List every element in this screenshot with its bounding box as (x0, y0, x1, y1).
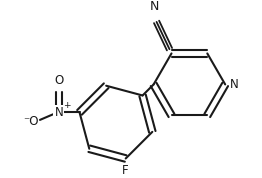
Text: N: N (150, 0, 159, 13)
Text: N: N (54, 106, 63, 119)
Text: O: O (54, 74, 63, 87)
Text: ⁻O: ⁻O (23, 115, 38, 128)
Text: N: N (230, 78, 239, 91)
Text: F: F (122, 164, 129, 177)
Text: +: + (63, 101, 70, 110)
